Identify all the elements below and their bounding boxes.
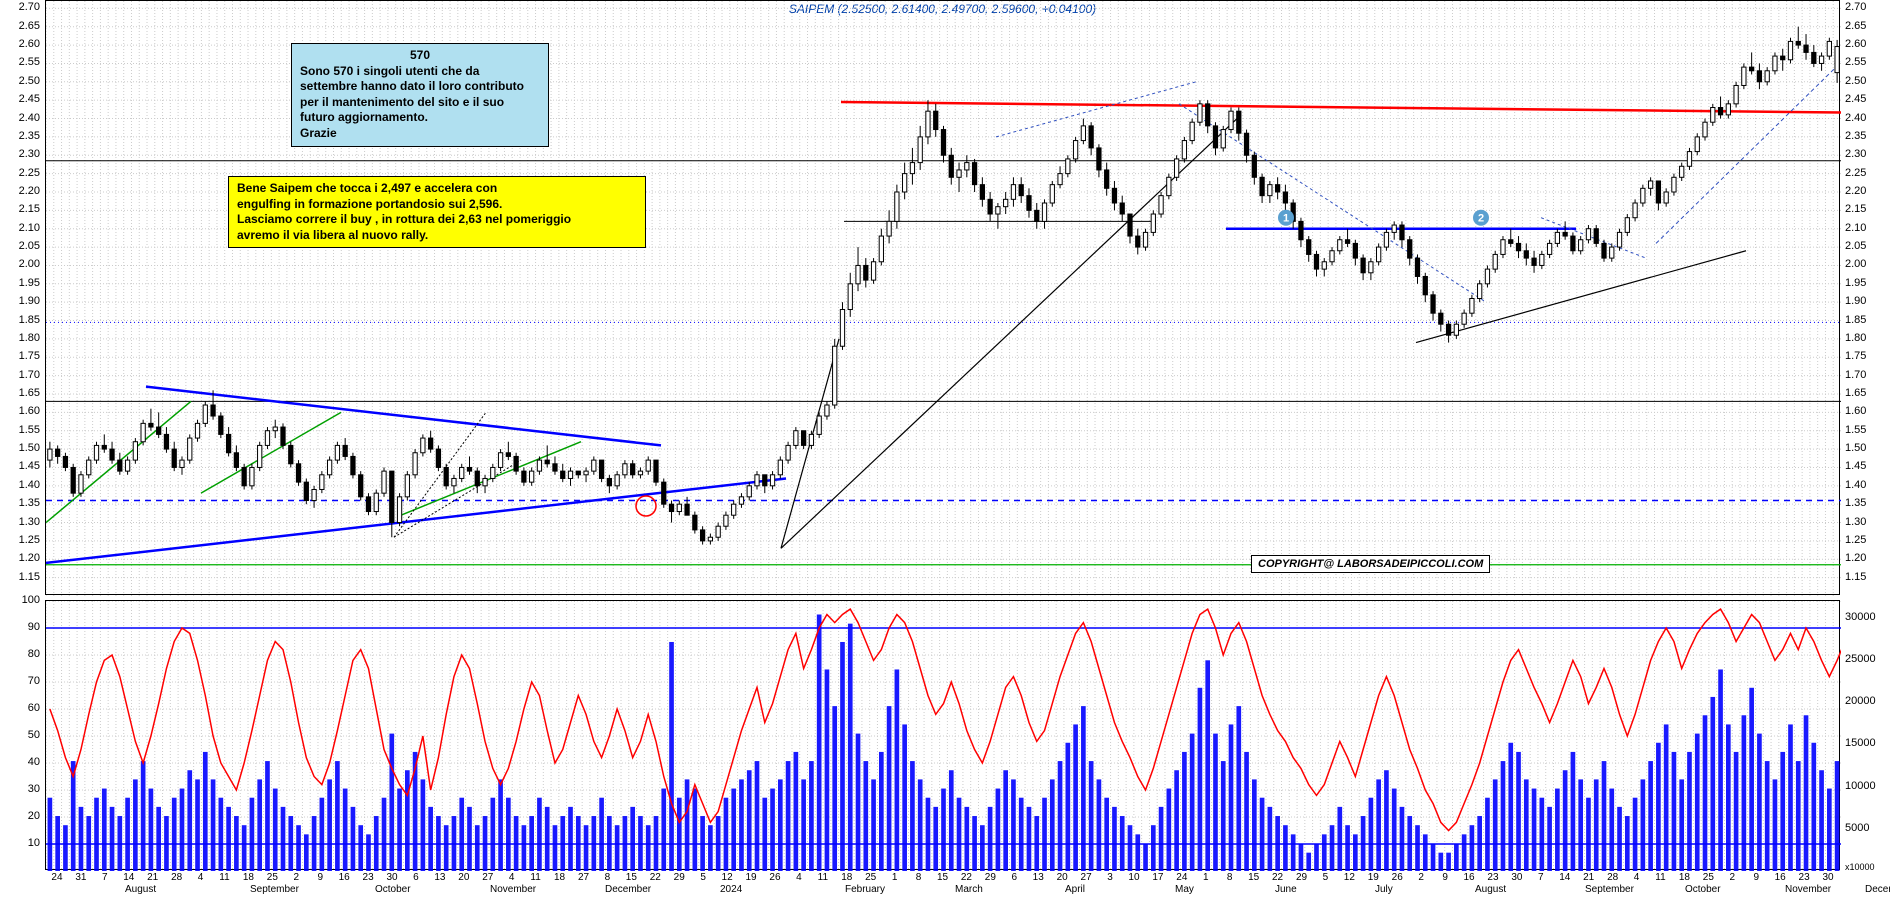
- copyright-label: COPYRIGHT@ LABORSADEIPICCOLI.COM: [1251, 555, 1490, 573]
- svg-text:1: 1: [1283, 213, 1289, 225]
- svg-text:2: 2: [1478, 213, 1484, 225]
- price-chart: SAIPEM (2.52500, 2.61400, 2.49700, 2.596…: [45, 0, 1840, 595]
- indicator-svg: [46, 601, 1841, 871]
- indicator-chart: [45, 600, 1840, 870]
- y-axis-left-price: 1.151.201.251.301.351.401.451.501.551.60…: [0, 0, 45, 595]
- x-axis: 2431714212841118252916233061320274111827…: [45, 870, 1840, 903]
- y-axis-right-volume: 50001000015000200002500030000x10000: [1842, 600, 1890, 870]
- y-axis-right-price: 1.151.201.251.301.351.401.451.501.551.60…: [1842, 0, 1890, 595]
- note-yellow-box: Bene Saipem che tocca i 2,497 e accelera…: [228, 176, 646, 248]
- y-axis-left-indicator: 102030405060708090100: [0, 600, 45, 870]
- note-blue-box: 570Sono 570 i singoli utenti che dasette…: [291, 43, 549, 147]
